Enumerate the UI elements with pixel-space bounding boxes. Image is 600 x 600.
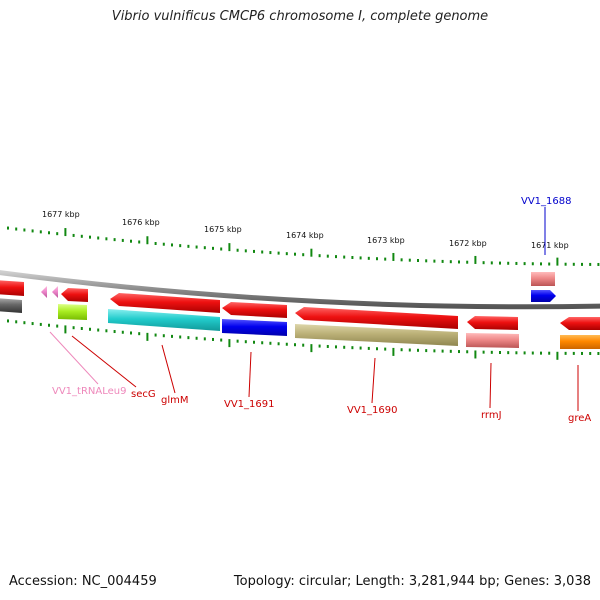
gene-label[interactable]: greA — [568, 413, 591, 424]
leader-VV1_1691 — [248, 351, 252, 398]
gene-label[interactable]: VV1_1690 — [347, 405, 398, 416]
gene-arrow-VV1_1691[interactable] — [222, 302, 287, 318]
gene-box-olive[interactable] — [295, 324, 458, 346]
scale-labels: 1677 kbp 1676 kbp 1675 kbp 1674 kbp 1673… — [42, 210, 569, 250]
gene-box-salmon[interactable] — [466, 333, 519, 348]
scale-label: 1671 kbp — [531, 241, 569, 250]
leader-tRNA — [49, 331, 99, 385]
map-title: Vibrio vulnificus CMCP6 chromosome I, co… — [111, 9, 489, 24]
inner-lane-features — [0, 298, 600, 349]
scale-label: 1674 kbp — [286, 231, 324, 240]
scale-label: 1673 kbp — [367, 236, 405, 245]
gene-arrow-VV1_1688-a[interactable] — [531, 272, 555, 286]
gene-arrow-tRNA-b[interactable] — [52, 286, 58, 298]
gene-arrow-secG[interactable] — [61, 288, 88, 302]
scale-label: 1672 kbp — [449, 239, 487, 248]
leader-rrmJ — [489, 362, 492, 409]
gene-arrow-rrmJ[interactable] — [467, 316, 518, 330]
gene-labels: VV1_1688 VV1_tRNALeu9 secG glmM VV1_1691… — [52, 196, 591, 424]
gene-box-orange[interactable] — [560, 335, 600, 349]
gene-label[interactable]: VV1_1688 — [521, 196, 572, 207]
genome-stats-text: Topology: circular; Length: 3,281,944 bp… — [233, 574, 591, 589]
forward-strand-features — [0, 272, 600, 330]
gene-arrow-VV1_1688-b[interactable] — [531, 290, 556, 302]
gene-arrow-glmM[interactable] — [110, 293, 220, 313]
gene-box-grey[interactable] — [0, 298, 22, 313]
gene-box-blue[interactable] — [222, 319, 287, 336]
gene-box-cyan[interactable] — [108, 309, 220, 331]
gene-label[interactable]: VV1_1691 — [224, 399, 275, 410]
gene-arrow-tRNA-a[interactable] — [41, 286, 47, 298]
gene-label[interactable]: glmM — [161, 395, 189, 406]
gene-label[interactable]: secG — [131, 389, 156, 400]
gene-box-lime[interactable] — [58, 304, 87, 320]
scale-label: 1675 kbp — [204, 225, 242, 234]
leader-VV1_1690 — [371, 357, 376, 404]
gene-arrow-greA[interactable] — [560, 317, 600, 330]
gene-arrow-left-edge[interactable] — [0, 280, 24, 296]
chromosome-backbone — [0, 270, 600, 310]
outer-scale-ticks — [7, 226, 600, 266]
leader-glmM — [161, 344, 176, 394]
gene-label[interactable]: rrmJ — [481, 410, 502, 421]
scale-label: 1676 kbp — [122, 218, 160, 227]
gene-label[interactable]: VV1_tRNALeu9 — [52, 386, 126, 397]
gene-arrow-VV1_1690[interactable] — [295, 307, 458, 329]
accession-text: Accession: NC_004459 — [9, 574, 157, 589]
scale-label: 1677 kbp — [42, 210, 80, 219]
leader-secG — [71, 335, 137, 388]
inner-scale-ticks — [7, 319, 600, 360]
label-leaders — [49, 207, 579, 411]
